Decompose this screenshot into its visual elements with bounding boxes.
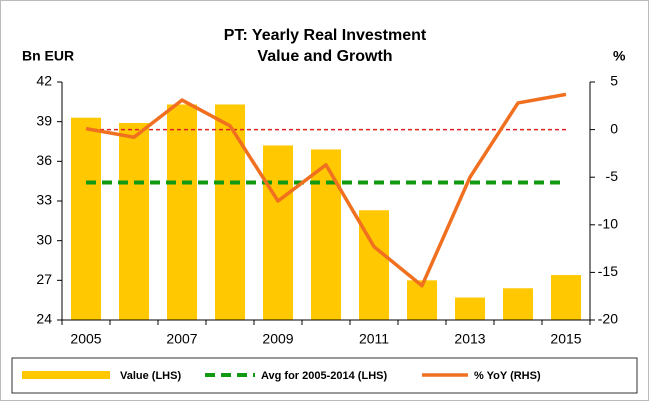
yoy-line [85,92,567,288]
x-tick-label: 2015 [550,331,581,347]
chart-title: Value and Growth [257,48,392,65]
y2-axis-label: % [613,48,626,64]
legend-label: Avg for 2005-2014 (LHS) [261,370,387,382]
y-axis-label: Bn EUR [22,48,74,64]
y-tick-label: 30 [36,231,52,247]
y-tick-label: 27 [36,271,52,287]
y-tick-label: 39 [36,112,52,128]
bar [503,288,533,320]
x-tick-label: 2013 [454,331,485,347]
y2-tick-label: 5 [610,73,618,89]
x-tick-label: 2007 [166,331,197,347]
y2-tick-label: -10 [598,216,618,232]
y-tick-label: 33 [36,192,52,208]
legend-box [11,357,638,394]
bar [551,275,581,320]
bar [311,149,341,320]
bar [167,104,197,320]
y2-tick-label: 0 [610,120,618,136]
chart-title: PT: Yearly Real Investment [224,27,427,44]
x-tick-label: 2005 [70,331,101,347]
legend-label: % YoY (RHS) [474,370,541,382]
bar [215,104,245,320]
y2-tick-label: -20 [598,311,618,327]
legend-swatch [22,371,110,379]
y2-tick-label: -5 [606,168,619,184]
x-tick-label: 2011 [359,331,389,347]
y-tick-label: 42 [36,73,52,89]
bar [71,117,101,320]
y2-tick-label: -15 [598,263,618,279]
y-tick-label: 36 [36,152,52,168]
bar [263,145,293,320]
legend-label: Value (LHS) [120,370,181,382]
x-tick-label: 2009 [262,331,293,347]
bar [455,297,485,320]
bar [119,122,149,320]
y-tick-label: 24 [36,311,52,327]
